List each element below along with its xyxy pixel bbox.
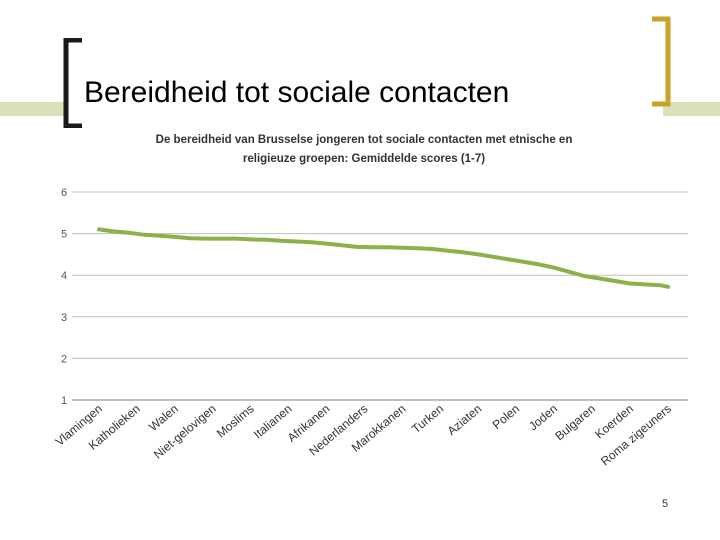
y-tick-2: 2 [61,353,67,365]
x-tick-bulgaren: Bulgaren [552,402,598,444]
slide-title: Bereidheid tot sociale contacten [84,76,510,109]
gridlines [72,191,688,401]
title-bracket-left [63,38,82,128]
accent-bar-right [663,102,720,116]
chart-title-line1: De bereidheid van Brusselse jongeren tot… [156,134,573,146]
x-tick-moslims: Moslims [214,402,257,441]
y-tick-5: 5 [61,229,67,241]
y-tick-labels: 6 5 4 3 2 1 [61,187,67,407]
x-tick-roma-zigeuners: Roma zigeuners [598,402,674,469]
x-tick-polen: Polen [490,402,523,432]
y-tick-6: 6 [61,187,67,199]
y-tick-3: 3 [61,312,67,324]
page-number: 5 [662,498,669,510]
y-tick-4: 4 [61,270,67,282]
x-tick-aziaten: Aziaten [445,402,485,438]
x-tick-joden: Joden [526,402,560,434]
chart-title-line2: religieuze groepen: Gemiddelde scores (1… [243,153,485,165]
line-chart: De bereidheid van Brusselse jongeren tot… [52,134,688,469]
y-tick-1: 1 [61,395,67,407]
title-bracket-right [652,16,671,107]
series-line [97,227,670,289]
accent-bar-left [0,102,66,116]
x-tick-turken: Turken [409,402,446,436]
